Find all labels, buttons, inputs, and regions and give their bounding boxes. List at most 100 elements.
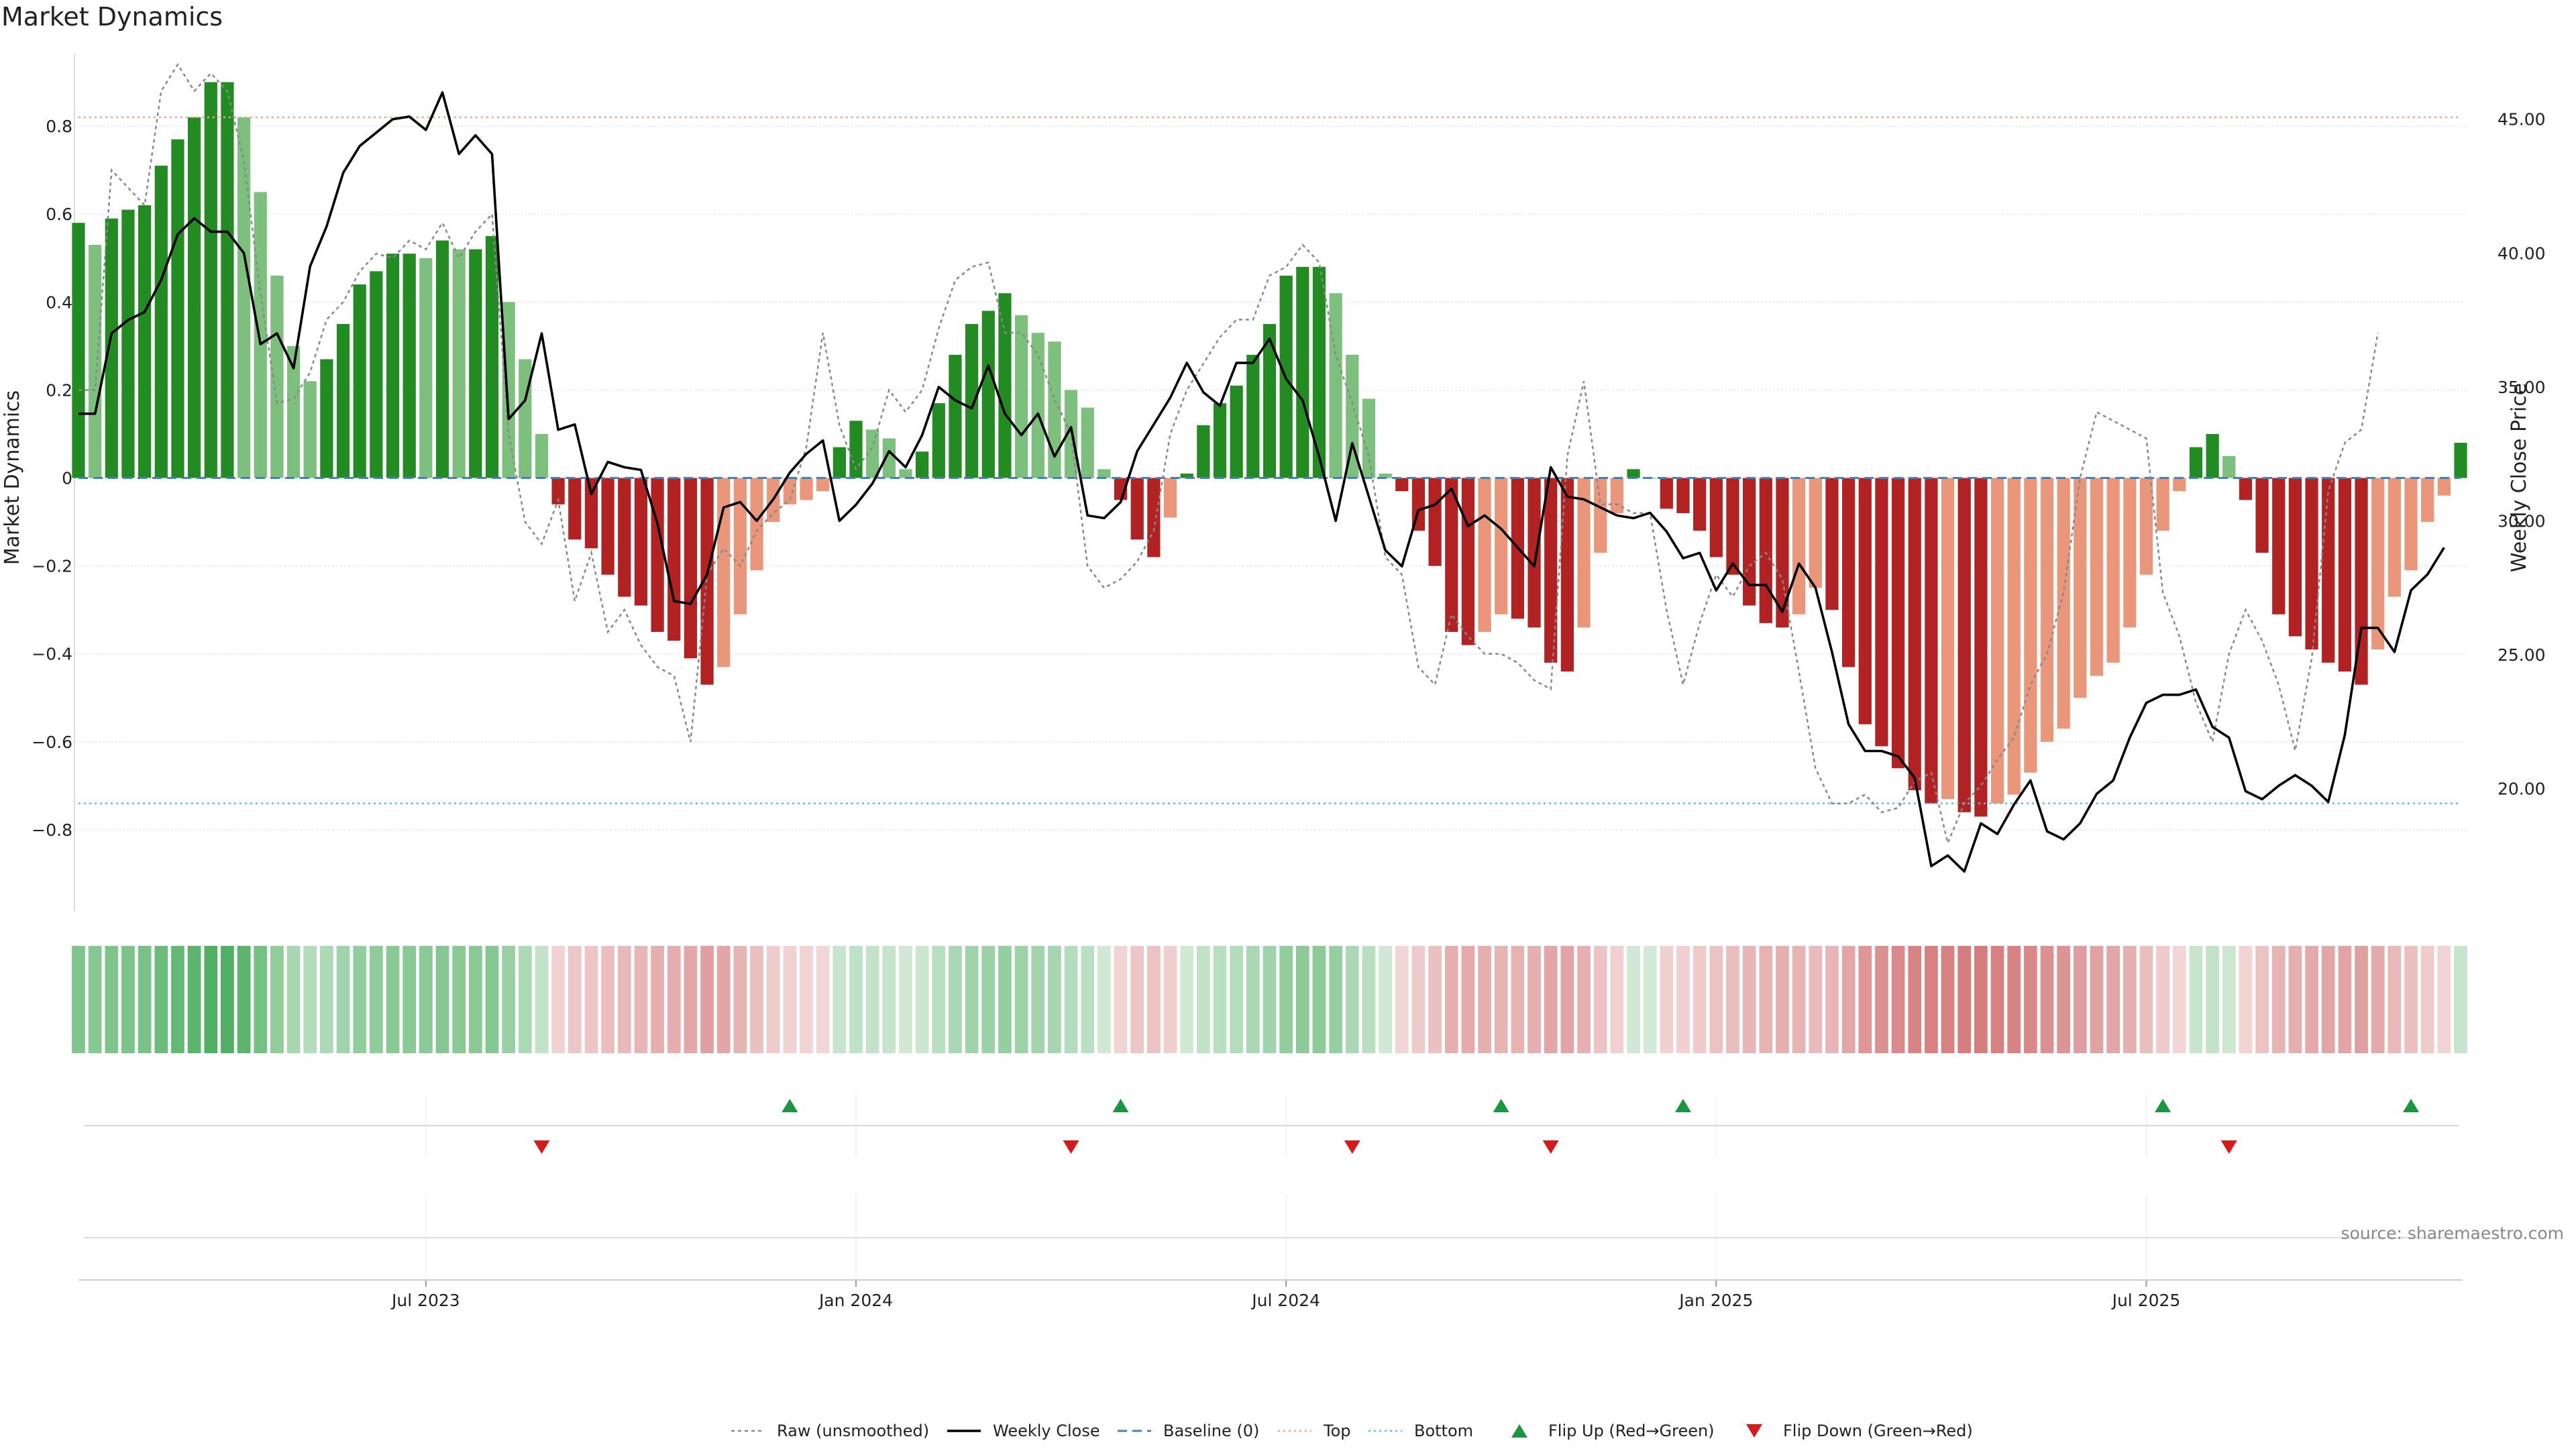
heat-cell: [1064, 946, 1078, 1053]
heat-cell: [1577, 946, 1591, 1053]
momentum-bar: [1428, 478, 1442, 566]
heat-cell: [2139, 946, 2153, 1053]
heat-cell: [998, 946, 1012, 1053]
momentum-bar: [1743, 478, 1756, 606]
heat-cell: [1593, 946, 1607, 1053]
momentum-bar: [286, 345, 301, 478]
momentum-bar: [1130, 478, 1144, 540]
y-tick-label-left: 0.2: [46, 380, 72, 400]
legend: Raw (unsmoothed) Weekly Close Baseline (0)…: [731, 1421, 1973, 1440]
heat-cell: [1809, 946, 1823, 1053]
heat-cell: [1081, 946, 1095, 1053]
momentum-bar: [2090, 478, 2104, 676]
heat-cell: [1627, 946, 1640, 1053]
momentum-bar: [2404, 478, 2418, 571]
momentum-bar: [1544, 478, 1558, 663]
momentum-bar: [965, 324, 979, 478]
heat-cell: [2454, 946, 2467, 1053]
x-tick-label: Jan 2024: [818, 1291, 893, 1310]
momentum-bar: [1527, 478, 1541, 628]
heat-cell: [138, 946, 152, 1053]
momentum-bar: [1246, 354, 1260, 478]
heat-cell: [435, 946, 449, 1053]
legend-label: Raw (unsmoothed): [777, 1421, 929, 1440]
momentum-bar: [2222, 455, 2236, 478]
momentum-bar: [568, 478, 582, 540]
heat-cell: [816, 946, 830, 1053]
momentum-heat-strip: [72, 946, 2467, 1053]
legend-swatch-flip-down: [1746, 1424, 1762, 1438]
heat-cell: [766, 946, 780, 1053]
heat-cell: [2338, 946, 2352, 1053]
heat-cell: [2206, 946, 2219, 1053]
flip-signal-panel: [84, 1093, 2459, 1157]
momentum-bar: [1081, 407, 1094, 478]
y-tick-label-right: 35.00: [2498, 378, 2546, 397]
heat-cell: [1660, 946, 1674, 1053]
heat-cell: [1362, 946, 1376, 1053]
legend-label: Weekly Close: [993, 1421, 1100, 1440]
momentum-bar: [667, 478, 681, 641]
flip-down-marker: [1542, 1140, 1559, 1154]
heat-cell: [518, 946, 532, 1053]
y-tick-label-right: 45.00: [2498, 110, 2546, 129]
momentum-bar: [981, 311, 995, 478]
heat-cell: [121, 946, 135, 1053]
source-note: source: sharemaestro.com: [2341, 1224, 2565, 1243]
heat-cell: [1891, 946, 1905, 1053]
heat-cell: [154, 946, 168, 1053]
flip-up-marker: [2155, 1099, 2171, 1112]
heat-cell: [2123, 946, 2137, 1053]
momentum-bar: [303, 381, 317, 478]
heat-cell: [270, 946, 284, 1053]
momentum-bar: [1014, 315, 1028, 478]
momentum-bar: [435, 240, 449, 478]
momentum-bar: [2272, 478, 2286, 614]
flip-up-marker: [782, 1099, 798, 1112]
heat-cell: [833, 946, 847, 1053]
x-tick-label: Jul 2024: [1250, 1291, 1320, 1310]
heat-cell: [2090, 946, 2104, 1053]
heat-cell: [2023, 946, 2037, 1053]
heat-cell: [1560, 946, 1574, 1053]
heat-cell: [1163, 946, 1177, 1053]
momentum-bar: [2123, 478, 2137, 628]
heat-cell: [171, 946, 184, 1053]
heat-cell: [2355, 946, 2368, 1053]
heat-cell: [1230, 946, 1244, 1053]
heat-cell: [1709, 946, 1723, 1053]
heat-cell: [485, 946, 499, 1053]
legend-label: Flip Down (Green→Red): [1783, 1421, 1973, 1440]
heat-cell: [1031, 946, 1045, 1053]
heat-cell: [1461, 946, 1475, 1053]
momentum-bar: [386, 254, 400, 478]
momentum-bar: [1577, 478, 1591, 628]
heat-cell: [386, 946, 400, 1053]
momentum-bar: [1445, 478, 1458, 632]
heat-cell: [1742, 946, 1756, 1053]
momentum-bar: [1759, 478, 1772, 623]
momentum-bar: [353, 284, 366, 478]
momentum-bar: [320, 359, 333, 478]
heat-cell: [1379, 946, 1392, 1053]
heat-cell: [1246, 946, 1260, 1053]
weekly-close-line: [78, 91, 2445, 873]
momentum-bar: [138, 205, 152, 478]
heat-cell: [2057, 946, 2071, 1053]
heat-cell: [1776, 946, 1789, 1053]
momentum-bar: [237, 117, 251, 478]
momentum-bar: [419, 258, 433, 478]
momentum-bar: [535, 433, 549, 478]
momentum-bar: [2305, 478, 2318, 650]
y-tick-label-left: 0.8: [46, 117, 72, 136]
heat-cell: [1693, 946, 1707, 1053]
heat-cell: [1792, 946, 1806, 1053]
y-tick-label-left: −0.2: [32, 557, 72, 576]
momentum-bar: [2338, 478, 2351, 672]
heat-cell: [783, 946, 797, 1053]
legend-swatch-flip-up: [1511, 1424, 1527, 1438]
momentum-bar: [2421, 478, 2434, 523]
momentum-bar: [370, 271, 383, 478]
momentum-bar: [2173, 478, 2186, 492]
y-tick-label-right: 25.00: [2498, 645, 2546, 665]
